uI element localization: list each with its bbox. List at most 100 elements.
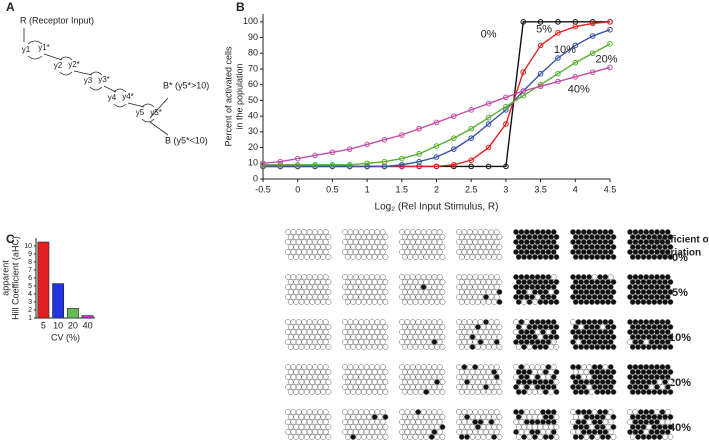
cell	[407, 369, 413, 375]
cell	[632, 409, 639, 415]
cell	[534, 374, 541, 380]
cell	[426, 384, 432, 390]
cell	[491, 254, 497, 260]
cell	[548, 299, 554, 305]
cell	[586, 339, 593, 345]
cell	[439, 424, 446, 430]
cell	[572, 389, 579, 395]
cell	[488, 429, 495, 435]
cell	[418, 424, 424, 430]
cell	[415, 384, 422, 390]
bar	[52, 283, 65, 319]
cell	[496, 379, 503, 385]
cell	[597, 384, 603, 390]
data-point	[485, 144, 492, 151]
cell	[485, 434, 492, 440]
cell	[637, 229, 644, 235]
cell	[371, 299, 378, 305]
cell	[513, 249, 519, 255]
cell	[664, 339, 671, 345]
data-point	[468, 163, 475, 170]
cell	[456, 339, 462, 345]
cell	[304, 424, 310, 430]
cell	[599, 244, 606, 250]
cell	[550, 274, 557, 280]
x-tick-label: -0.5	[255, 184, 271, 194]
cell	[466, 419, 473, 425]
cell	[667, 324, 674, 330]
cell	[347, 229, 354, 235]
cell	[545, 294, 552, 300]
cell	[342, 274, 348, 280]
cell	[312, 339, 318, 345]
cell	[352, 429, 359, 435]
cell	[526, 279, 533, 285]
cell	[293, 344, 299, 350]
cell-grid	[399, 229, 446, 260]
cell	[580, 429, 587, 435]
cell	[542, 379, 549, 385]
cell	[627, 274, 633, 280]
cell	[667, 234, 674, 240]
cell	[371, 254, 378, 260]
cell	[369, 419, 375, 425]
cell	[664, 239, 671, 245]
cell	[602, 364, 609, 370]
cell	[412, 379, 419, 385]
cell	[342, 239, 348, 245]
cell	[293, 299, 299, 305]
cell	[643, 229, 650, 235]
cell	[599, 334, 606, 340]
cell	[418, 254, 424, 260]
cell	[374, 274, 381, 280]
cell	[287, 254, 294, 260]
cell	[344, 389, 351, 395]
cell	[382, 424, 389, 430]
cell	[589, 424, 595, 430]
cell	[404, 429, 411, 435]
cell	[605, 244, 611, 250]
cell	[295, 339, 302, 345]
cell	[627, 339, 633, 345]
cell	[456, 329, 462, 335]
cell	[605, 334, 611, 340]
cell	[627, 284, 633, 290]
cell	[523, 339, 530, 345]
cell	[363, 339, 370, 345]
diagram-node: y4*	[122, 92, 134, 101]
y-axis-label: Hill Coefficient (aHC)	[10, 236, 20, 320]
cell	[570, 284, 576, 290]
cell	[591, 294, 598, 300]
cell	[637, 339, 644, 345]
cell	[602, 374, 609, 380]
diagram-output: B* (y5*>10)	[163, 80, 209, 90]
cell	[352, 384, 359, 390]
data-point	[346, 162, 353, 168]
cell	[553, 234, 560, 240]
cell	[483, 249, 489, 255]
cell	[548, 424, 554, 430]
cell	[532, 424, 538, 430]
cell	[521, 289, 527, 295]
cell	[458, 324, 465, 330]
row-label: 10%	[669, 332, 691, 344]
cell	[483, 274, 489, 280]
cell	[466, 274, 473, 280]
cell	[355, 289, 362, 295]
cell	[285, 329, 291, 335]
data-point	[520, 88, 527, 94]
cell	[325, 344, 332, 350]
cell	[361, 344, 367, 350]
cell	[434, 254, 440, 260]
data-point	[607, 64, 613, 71]
cell	[550, 249, 557, 255]
cell	[295, 364, 302, 370]
cell	[518, 429, 525, 435]
cell	[287, 379, 294, 385]
cell	[350, 299, 356, 305]
cell	[377, 244, 383, 250]
cell	[477, 294, 484, 300]
cell	[428, 334, 435, 340]
cell	[640, 324, 647, 330]
cell	[355, 254, 362, 260]
